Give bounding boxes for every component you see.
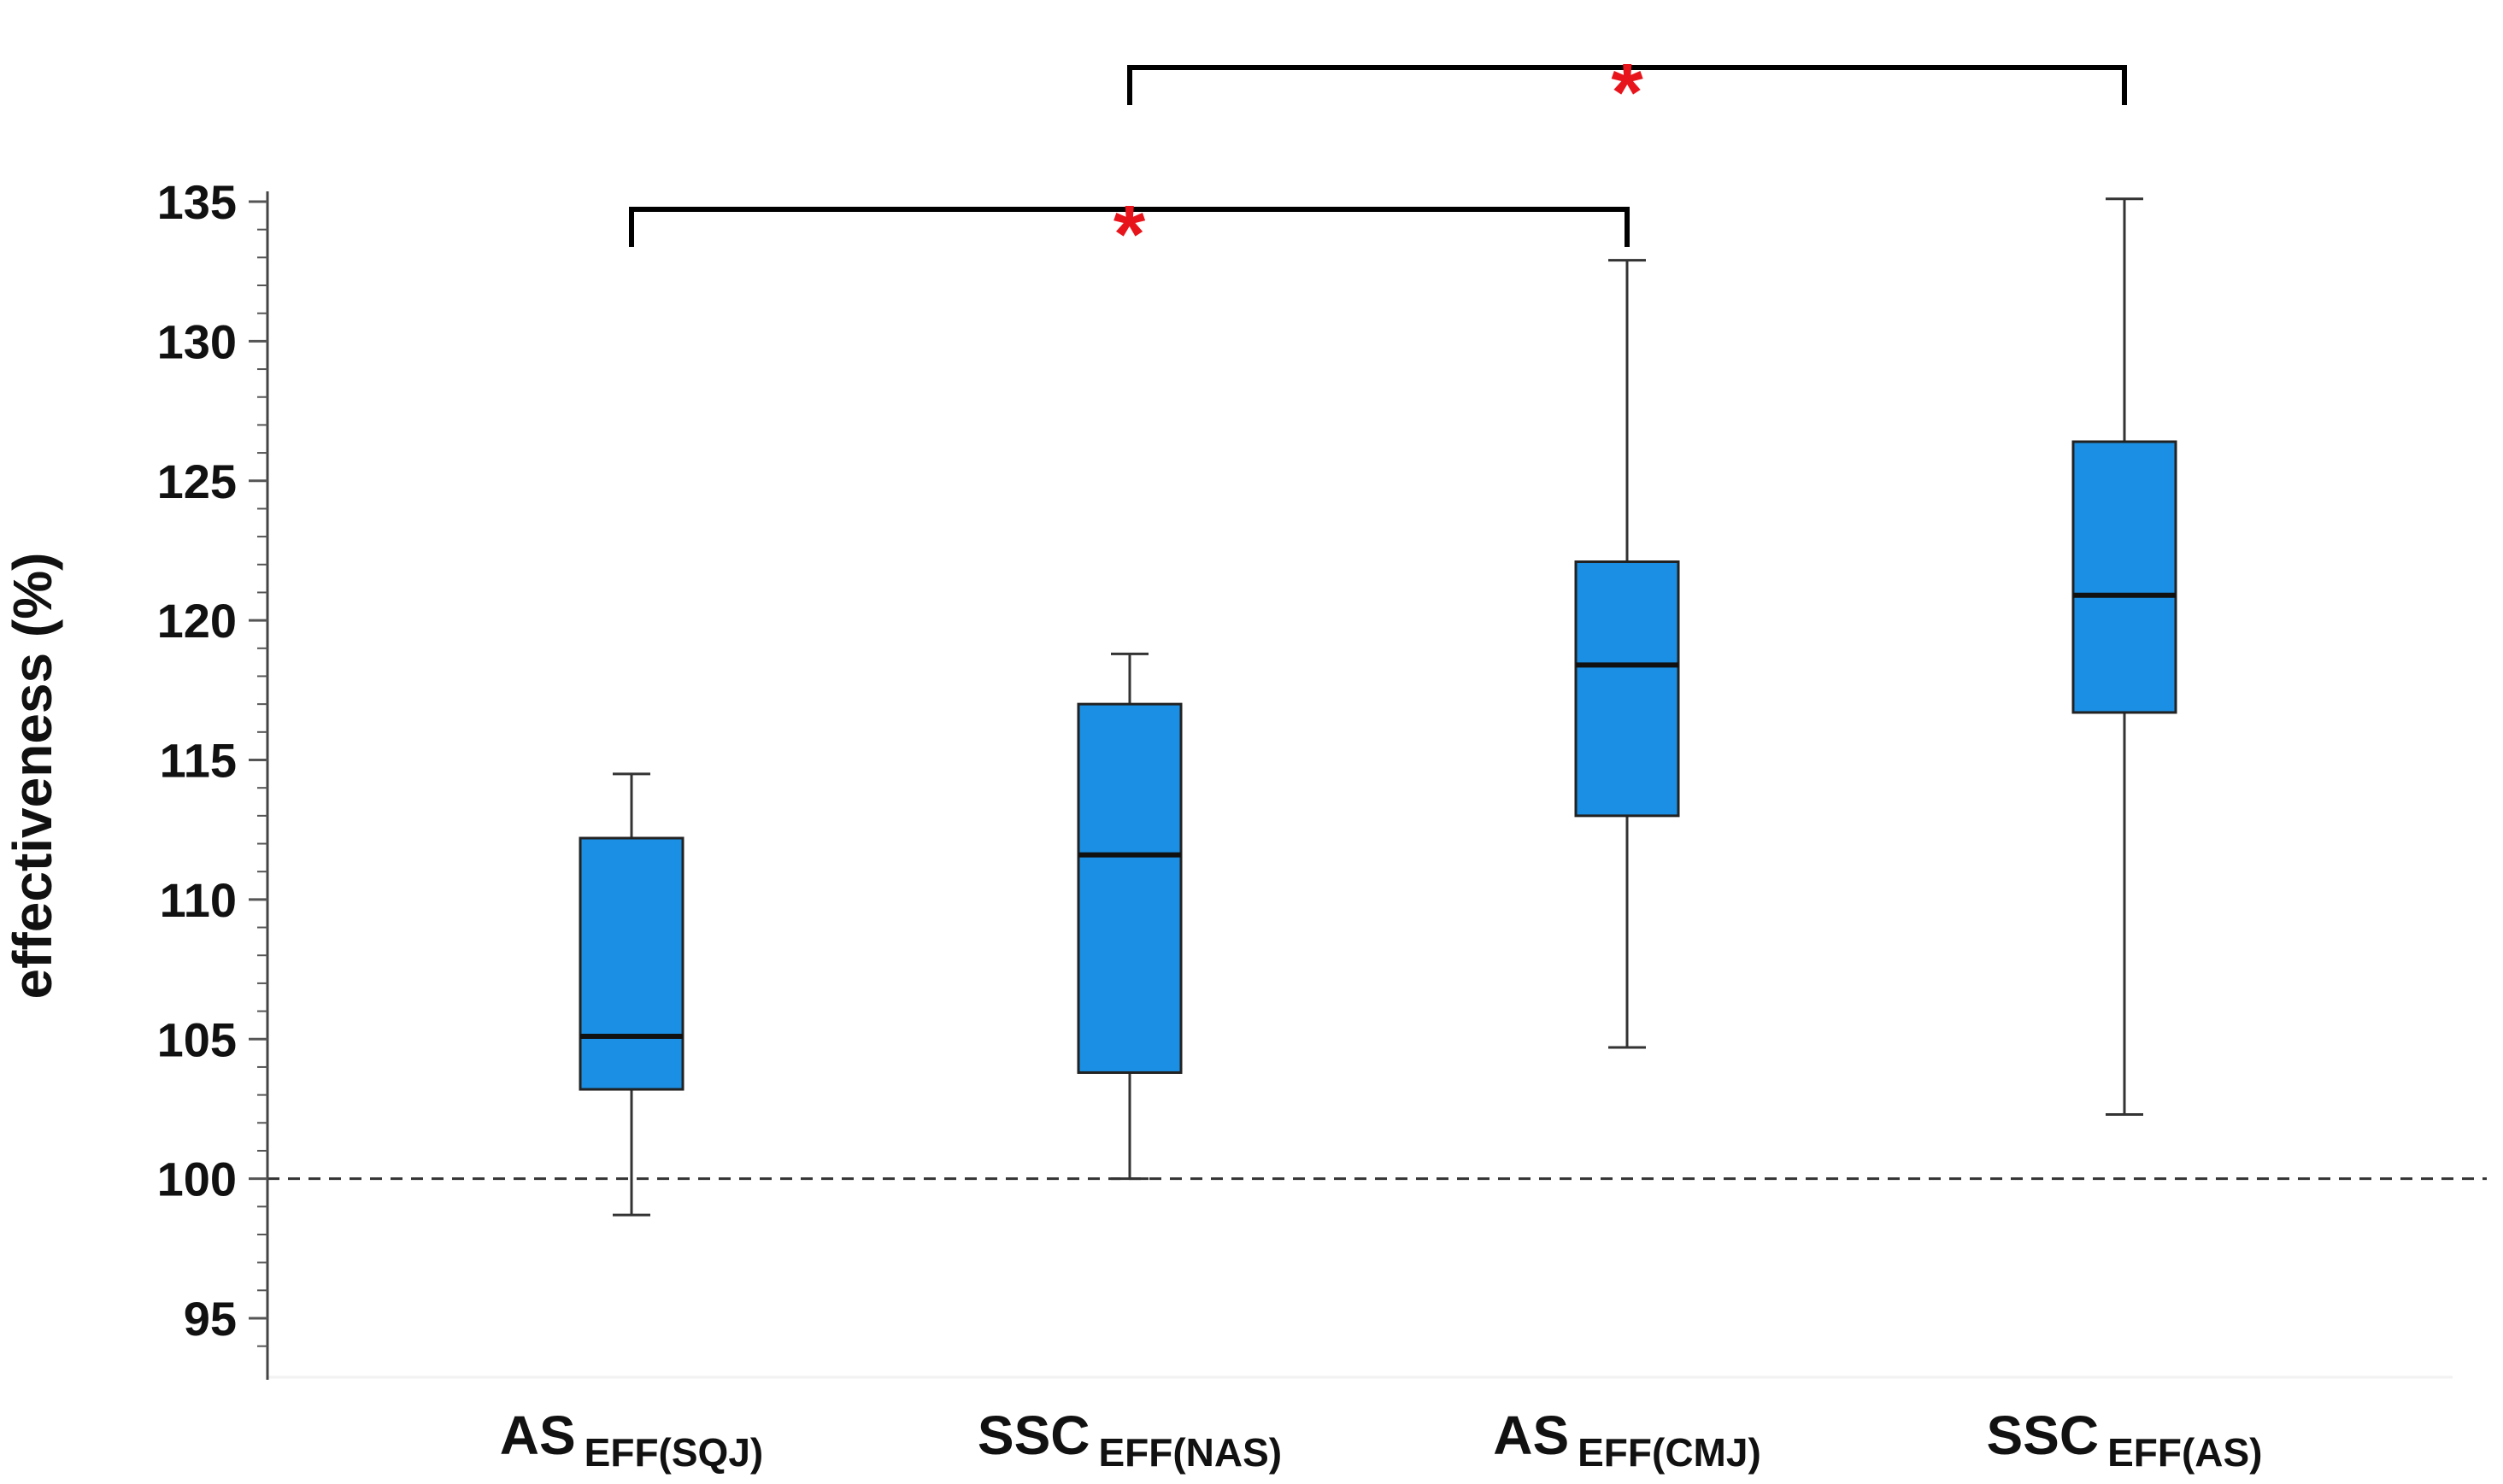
significance-star: * <box>1611 47 1643 138</box>
iqr-box <box>1574 560 1680 818</box>
boxes-layer <box>579 197 2177 1217</box>
significance-bracket: * <box>629 189 1630 280</box>
y-axis-title: effectiveness (%) <box>2 553 63 1000</box>
significance-star: * <box>1113 189 1146 280</box>
x-category-subscript: EFF(AS) <box>2107 1430 2262 1475</box>
x-category-subscript: EFF(CMJ) <box>1578 1430 1761 1475</box>
x-category-main: AS <box>1493 1405 1569 1466</box>
y-axis: 95 100 105 110 115 120 125 130 135 <box>157 175 269 1380</box>
y-tick-label: 105 <box>157 1012 237 1066</box>
x-category-label: AS EFF(CMJ) <box>1493 1405 1761 1475</box>
x-category-subscript: EFF(NAS) <box>1098 1430 1282 1475</box>
y-tick-label: 95 <box>184 1292 237 1346</box>
box-group <box>2071 197 2177 1116</box>
significance-layer: ** <box>629 47 2127 280</box>
x-category-label: SSC EFF(NAS) <box>978 1405 1282 1475</box>
y-tick-label: 110 <box>160 873 237 927</box>
y-tick-label: 100 <box>157 1153 237 1206</box>
y-tick-label: 125 <box>157 455 237 508</box>
iqr-box <box>579 836 685 1091</box>
bracket-line <box>629 207 1630 247</box>
y-tick-label: 130 <box>157 314 237 368</box>
y-tick-label: 120 <box>157 594 237 648</box>
x-category-main: AS <box>500 1405 576 1466</box>
gridlines-layer <box>267 1177 2487 1379</box>
x-category-label: SSC EFF(AS) <box>1986 1405 2262 1475</box>
x-category-subscript: EFF(SQJ) <box>585 1430 764 1475</box>
box-group <box>1077 652 1183 1181</box>
iqr-box <box>2071 440 2177 714</box>
iqr-box <box>1077 702 1183 1074</box>
y-tick-label: 135 <box>157 175 237 229</box>
x-category-main: SSC <box>1986 1405 2099 1466</box>
x-category-main: SSC <box>978 1405 1090 1466</box>
bracket-line <box>1127 65 2127 105</box>
y-tick-label: 115 <box>160 734 237 788</box>
significance-bracket: * <box>1127 47 2127 138</box>
box-group <box>1574 259 1680 1049</box>
x-axis-labels: AS EFF(SQJ) SSC EFF(NAS) AS EFF(CMJ) SSC EFF(AS… <box>500 1405 2263 1475</box>
x-category-label: AS EFF(SQJ) <box>500 1405 763 1475</box>
box-group <box>579 772 685 1217</box>
